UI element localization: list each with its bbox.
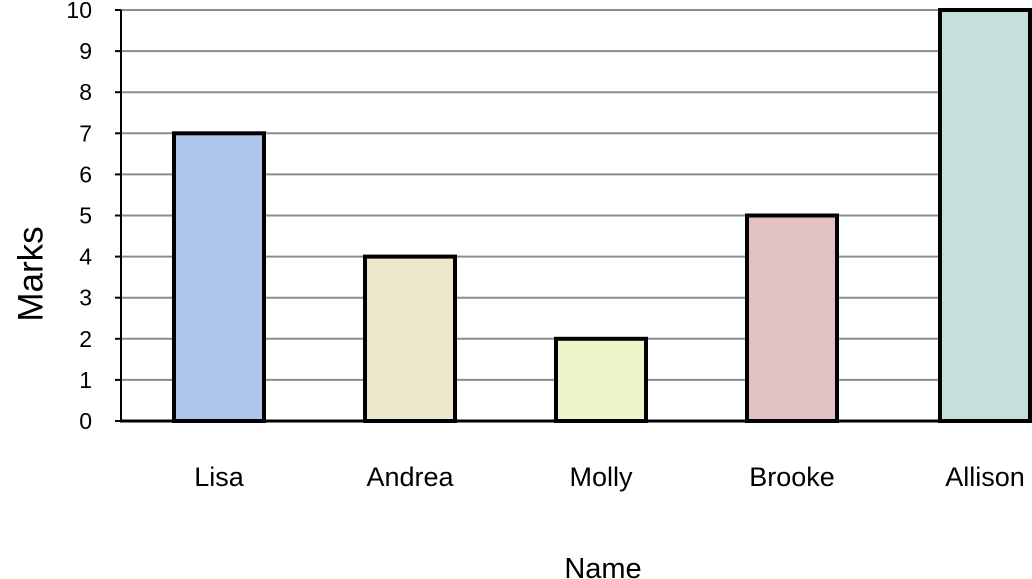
bar-lisa — [172, 131, 266, 424]
bar-brooke — [745, 213, 839, 423]
x-tick-label-brooke: Brooke — [749, 462, 835, 492]
axes — [120, 10, 1032, 423]
y-tick-label: 7 — [79, 120, 92, 146]
y-tick-label: 5 — [79, 203, 92, 229]
x-tick-label-allison: Allison — [945, 462, 1025, 492]
y-tick-label: 9 — [79, 38, 92, 64]
x-tick-label-andrea: Andrea — [366, 462, 454, 492]
y-axis-title: Marks — [12, 226, 51, 321]
x-axis-title: Name — [564, 553, 641, 579]
y-tick-labels: 0 1 2 3 4 5 6 7 8 9 10 — [66, 0, 121, 434]
y-tick-label: 6 — [79, 161, 92, 187]
y-tick-label: 4 — [79, 244, 92, 270]
gridlines — [121, 9, 1032, 381]
y-tick-label: 1 — [79, 367, 92, 393]
y-tick-label: 8 — [79, 79, 92, 105]
y-tick-label: 0 — [79, 408, 92, 434]
bars — [172, 8, 1032, 424]
y-tick-label: 2 — [79, 326, 92, 352]
bar-allison — [938, 8, 1032, 423]
bar-molly — [554, 336, 648, 423]
bar-andrea — [363, 254, 457, 423]
y-tick-label: 3 — [79, 285, 92, 311]
x-tick-labels: Lisa Andrea Molly Brooke Allison — [194, 462, 1025, 492]
x-tick-label-lisa: Lisa — [194, 462, 245, 492]
y-tick-label: 10 — [66, 0, 92, 23]
x-tick-label-molly: Molly — [569, 462, 633, 492]
